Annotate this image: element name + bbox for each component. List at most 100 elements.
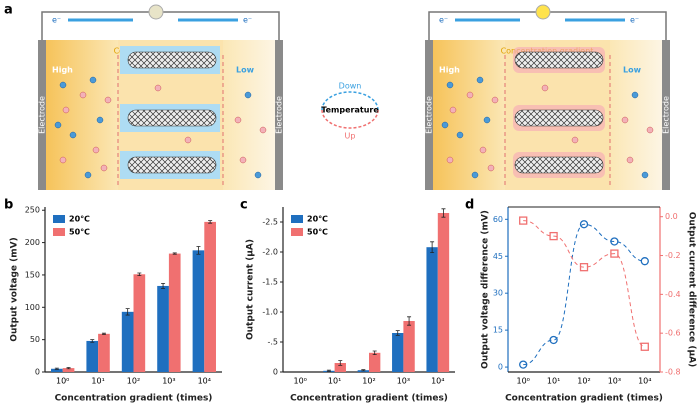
- ion: [483, 116, 491, 124]
- error-bar: [101, 332, 106, 335]
- bar: [426, 247, 438, 372]
- point: [640, 342, 649, 351]
- error-bar: [208, 220, 213, 224]
- point: [519, 216, 528, 225]
- legend-label: 50℃: [69, 228, 90, 237]
- bar: [86, 340, 99, 372]
- y2-tick-label: -0.2: [665, 251, 681, 260]
- cycle-label: Temperature: [321, 106, 379, 115]
- ion: [234, 116, 242, 124]
- ion: [59, 156, 67, 164]
- point: [519, 360, 528, 369]
- trend-line: [523, 220, 645, 348]
- x-axis-title: Concentration gradient (times): [290, 394, 448, 404]
- ion: [646, 126, 654, 134]
- y-tick-label: 45: [493, 252, 503, 261]
- bar: [369, 352, 381, 372]
- bar: [204, 221, 216, 372]
- electron: e⁻: [52, 16, 61, 25]
- y-tick-label: -.5: [267, 338, 278, 347]
- legend-swatch: [291, 228, 303, 236]
- error-bar: [90, 339, 95, 343]
- ion: [259, 126, 267, 134]
- ion: [54, 121, 62, 129]
- point: [549, 335, 558, 345]
- bar: [192, 250, 205, 372]
- x-tick-label: 10⁴: [638, 377, 651, 386]
- legend-label: 20℃: [69, 215, 90, 224]
- y-axis-title: Output current (μA): [246, 239, 256, 340]
- y-tick-label: 0: [273, 368, 278, 377]
- nanotube: [127, 51, 217, 69]
- x-tick-label: 10⁰: [56, 377, 69, 386]
- ion: [487, 164, 495, 172]
- legend-swatch: [53, 215, 65, 223]
- y-axis-title: Output voltage (mV): [10, 237, 20, 341]
- bar: [334, 363, 346, 372]
- y-tick-label: 0: [498, 363, 503, 372]
- error-bar: [395, 330, 400, 336]
- error-bar: [407, 316, 412, 326]
- y-tick-label: 0: [35, 368, 40, 377]
- x-tick-label: 10⁴: [198, 377, 211, 386]
- ion: [626, 156, 634, 164]
- y-axis-title: Output voltage difference (mV): [481, 210, 491, 369]
- cycle-up: [321, 109, 379, 129]
- ion: [571, 136, 579, 144]
- error-bar: [172, 252, 177, 255]
- legend-swatch: [53, 228, 65, 236]
- y-tick-label: 150: [25, 270, 40, 279]
- x-tick-label: 10³: [608, 377, 621, 386]
- x-tick-label: 10⁰: [294, 377, 307, 386]
- nanotube: [127, 156, 217, 174]
- ion: [441, 121, 449, 129]
- y2-tick-label: 0.0: [665, 212, 678, 221]
- error-bar: [54, 367, 59, 370]
- ion: [254, 171, 262, 179]
- point: [640, 257, 649, 266]
- y-tick-label: -1.0: [262, 308, 278, 317]
- ion: [96, 116, 104, 124]
- y-tick-label: 15: [493, 326, 503, 335]
- x-tick-label: 10²: [362, 377, 375, 386]
- bar: [168, 253, 181, 372]
- ion: [184, 136, 192, 144]
- bulb: [535, 4, 551, 20]
- x-tick-label: 10¹: [547, 377, 560, 386]
- ion: [84, 171, 92, 179]
- legend-label: 20℃: [307, 215, 328, 224]
- ion: [59, 81, 67, 89]
- ion: [631, 91, 639, 99]
- reservoir-high: [433, 40, 505, 190]
- panel-label: a: [4, 3, 13, 18]
- x-axis-title: Concentration gradient (times): [55, 394, 213, 404]
- error-bar: [338, 360, 343, 366]
- y-tick-label: -2.0: [262, 248, 278, 257]
- x-tick-label: 10¹: [328, 377, 341, 386]
- electron: e⁻: [630, 16, 639, 25]
- panel-label: b: [4, 198, 13, 213]
- nanotube: [514, 156, 604, 174]
- error-bar: [441, 208, 446, 218]
- error-bar: [137, 272, 142, 276]
- x-tick-label: 10³: [397, 377, 410, 386]
- ion: [154, 84, 162, 92]
- nanotube: [514, 109, 604, 127]
- y2-tick-label: -0.6: [665, 329, 681, 338]
- nanotube: [127, 109, 217, 127]
- cycle-down: [321, 91, 379, 111]
- reservoir-low: [223, 40, 275, 190]
- electrode-label: Electrode: [425, 96, 434, 134]
- ion: [541, 84, 549, 92]
- error-bar: [196, 246, 201, 255]
- electrode-label: Electrode: [38, 96, 47, 134]
- bar: [51, 368, 63, 372]
- bar: [392, 333, 404, 372]
- electrode-label: Electrode: [275, 96, 284, 134]
- trend-line: [523, 223, 645, 366]
- electron: e⁻: [243, 16, 252, 25]
- error-bar: [372, 350, 377, 355]
- bar: [121, 311, 134, 372]
- panel-label: d: [465, 198, 474, 213]
